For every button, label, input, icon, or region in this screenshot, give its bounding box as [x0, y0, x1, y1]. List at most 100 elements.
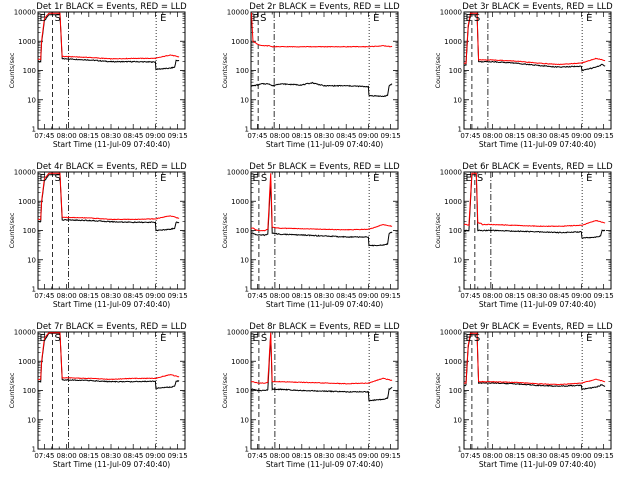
x-tick-label: 08:30 — [314, 452, 334, 460]
x-axis-label: Start Time (11-Jul-09 07:40:40) — [479, 140, 596, 149]
series-events-line — [251, 81, 393, 98]
y-tick-label: 100 — [236, 227, 249, 235]
y-tick-label: 10 — [27, 96, 36, 104]
y-tick-label: 1 — [32, 126, 36, 134]
plot-frame — [250, 171, 399, 290]
x-tick-label: 08:00 — [483, 452, 503, 460]
x-tick-label: 07:45 — [460, 452, 480, 460]
y-tick-label: 10000 — [227, 9, 249, 17]
marker-label-e: E — [252, 333, 258, 344]
x-tick-label: 08:30 — [527, 132, 547, 140]
plot-frame — [250, 11, 399, 130]
y-tick-label: 10 — [240, 256, 249, 264]
x-tick-label: 08:30 — [314, 132, 334, 140]
chart-panel-4: Det 4r BLACK = Events, RED = LLD 1 10 100 10… — [8, 162, 188, 309]
y-tick-label: 1 — [458, 286, 462, 294]
x-tick-label: 09:15 — [168, 292, 188, 300]
x-tick-label: 09:00 — [145, 292, 165, 300]
x-tick-label: 08:30 — [527, 452, 547, 460]
series-lld-line — [250, 332, 393, 385]
y-axis-label: Counts/sec — [221, 52, 229, 88]
x-tick-label: 08:15 — [292, 292, 312, 300]
x-tick-label: 08:00 — [270, 292, 290, 300]
chart-panel-1: Det 1r BLACK = Events, RED = LLD 1 10 100 10… — [8, 2, 188, 149]
x-tick-label: 09:00 — [358, 292, 378, 300]
x-tick-label: 09:00 — [358, 132, 378, 140]
x-axis-label: Start Time (11-Jul-09 07:40:40) — [266, 460, 383, 469]
y-tick-label: 1 — [245, 286, 249, 294]
x-tick-label: 08:15 — [79, 132, 99, 140]
y-tick-label: 1000 — [18, 198, 36, 206]
series-events-line — [463, 174, 606, 239]
marker-label-e: E — [39, 333, 45, 344]
x-tick-label: 08:45 — [123, 132, 143, 140]
x-tick-label: 08:30 — [101, 292, 121, 300]
x-tick-label: 08:30 — [101, 132, 121, 140]
y-axis-label: Counts/sec — [434, 52, 442, 88]
x-tick-label: 08:00 — [57, 452, 77, 460]
chart-title: Det 4r BLACK = Events, RED = LLD — [36, 162, 187, 172]
x-tick-label: 07:45 — [34, 132, 54, 140]
x-tick-label: 08:45 — [123, 452, 143, 460]
chart-title: Det 5r BLACK = Events, RED = LLD — [249, 162, 400, 172]
y-tick-label: 1000 — [231, 38, 249, 46]
series-events-line — [250, 334, 393, 402]
y-axis-label: Counts/sec — [434, 372, 442, 408]
x-tick-label: 09:15 — [168, 452, 188, 460]
y-tick-label: 100 — [236, 67, 249, 75]
series-lld-line — [463, 332, 606, 386]
x-tick-label: 09:00 — [571, 132, 591, 140]
chart-panel-2: Det 2r BLACK = Events, RED = LLD 1 10 100 10… — [221, 2, 401, 149]
marker-label-s: S — [477, 173, 483, 184]
y-tick-label: 10000 — [14, 329, 36, 337]
chart-panel-5: Det 5r BLACK = Events, RED = LLD 1 10 100 10… — [221, 162, 401, 309]
event-label-e: E — [160, 173, 166, 184]
marker-label-s: S — [261, 333, 267, 344]
x-axis-label: Start Time (11-Jul-09 07:40:40) — [53, 300, 170, 309]
marker-label-e: E — [252, 173, 258, 184]
y-tick-label: 100 — [449, 387, 462, 395]
y-tick-label: 10 — [453, 416, 462, 424]
marker-label-e: E — [252, 13, 258, 24]
y-tick-label: 1000 — [18, 38, 36, 46]
event-label-e: E — [586, 173, 592, 184]
marker-label-e: E — [39, 173, 45, 184]
x-tick-label: 07:45 — [34, 292, 54, 300]
chart-title: Det 1r BLACK = Events, RED = LLD — [36, 2, 187, 12]
plot-frame — [463, 331, 612, 450]
y-tick-label: 10000 — [440, 9, 462, 17]
marker-label-e: E — [39, 13, 45, 24]
y-tick-label: 10 — [453, 256, 462, 264]
chart-panel-7: Det 7r BLACK = Events, RED = LLD 1 10 100 10… — [8, 322, 188, 469]
x-axis-label: Start Time (11-Jul-09 07:40:40) — [266, 140, 383, 149]
y-axis-label: Counts/sec — [221, 372, 229, 408]
x-tick-label: 08:45 — [336, 292, 356, 300]
event-label-e: E — [373, 173, 379, 184]
x-tick-label: 09:15 — [594, 292, 614, 300]
y-tick-label: 1 — [245, 126, 249, 134]
event-label-e: E — [160, 333, 166, 344]
event-label-e: E — [373, 13, 379, 24]
series-lld-line — [463, 172, 606, 228]
marker-label-e: E — [465, 333, 471, 344]
x-tick-label: 09:15 — [594, 452, 614, 460]
marker-label-s: S — [260, 13, 266, 24]
y-tick-label: 10 — [240, 416, 249, 424]
series-lld-line — [463, 12, 606, 66]
x-tick-label: 08:45 — [549, 132, 569, 140]
x-tick-label: 09:00 — [571, 452, 591, 460]
x-tick-label: 09:00 — [145, 132, 165, 140]
chart-panel-6: Det 6r BLACK = Events, RED = LLD 1 10 100 10… — [434, 162, 614, 309]
x-tick-label: 08:00 — [57, 132, 77, 140]
x-tick-label: 08:45 — [336, 132, 356, 140]
x-tick-label: 08:15 — [79, 292, 99, 300]
marker-label-e: E — [465, 13, 471, 24]
x-axis-label: Start Time (11-Jul-09 07:40:40) — [53, 140, 170, 149]
x-tick-label: 08:30 — [101, 452, 121, 460]
x-tick-label: 08:15 — [292, 132, 312, 140]
chart-title: Det 3r BLACK = Events, RED = LLD — [462, 2, 613, 12]
chart-panel-9: Det 9r BLACK = Events, RED = LLD 1 10 100 10… — [434, 322, 614, 469]
x-tick-label: 08:30 — [314, 292, 334, 300]
y-tick-label: 1 — [458, 446, 462, 454]
